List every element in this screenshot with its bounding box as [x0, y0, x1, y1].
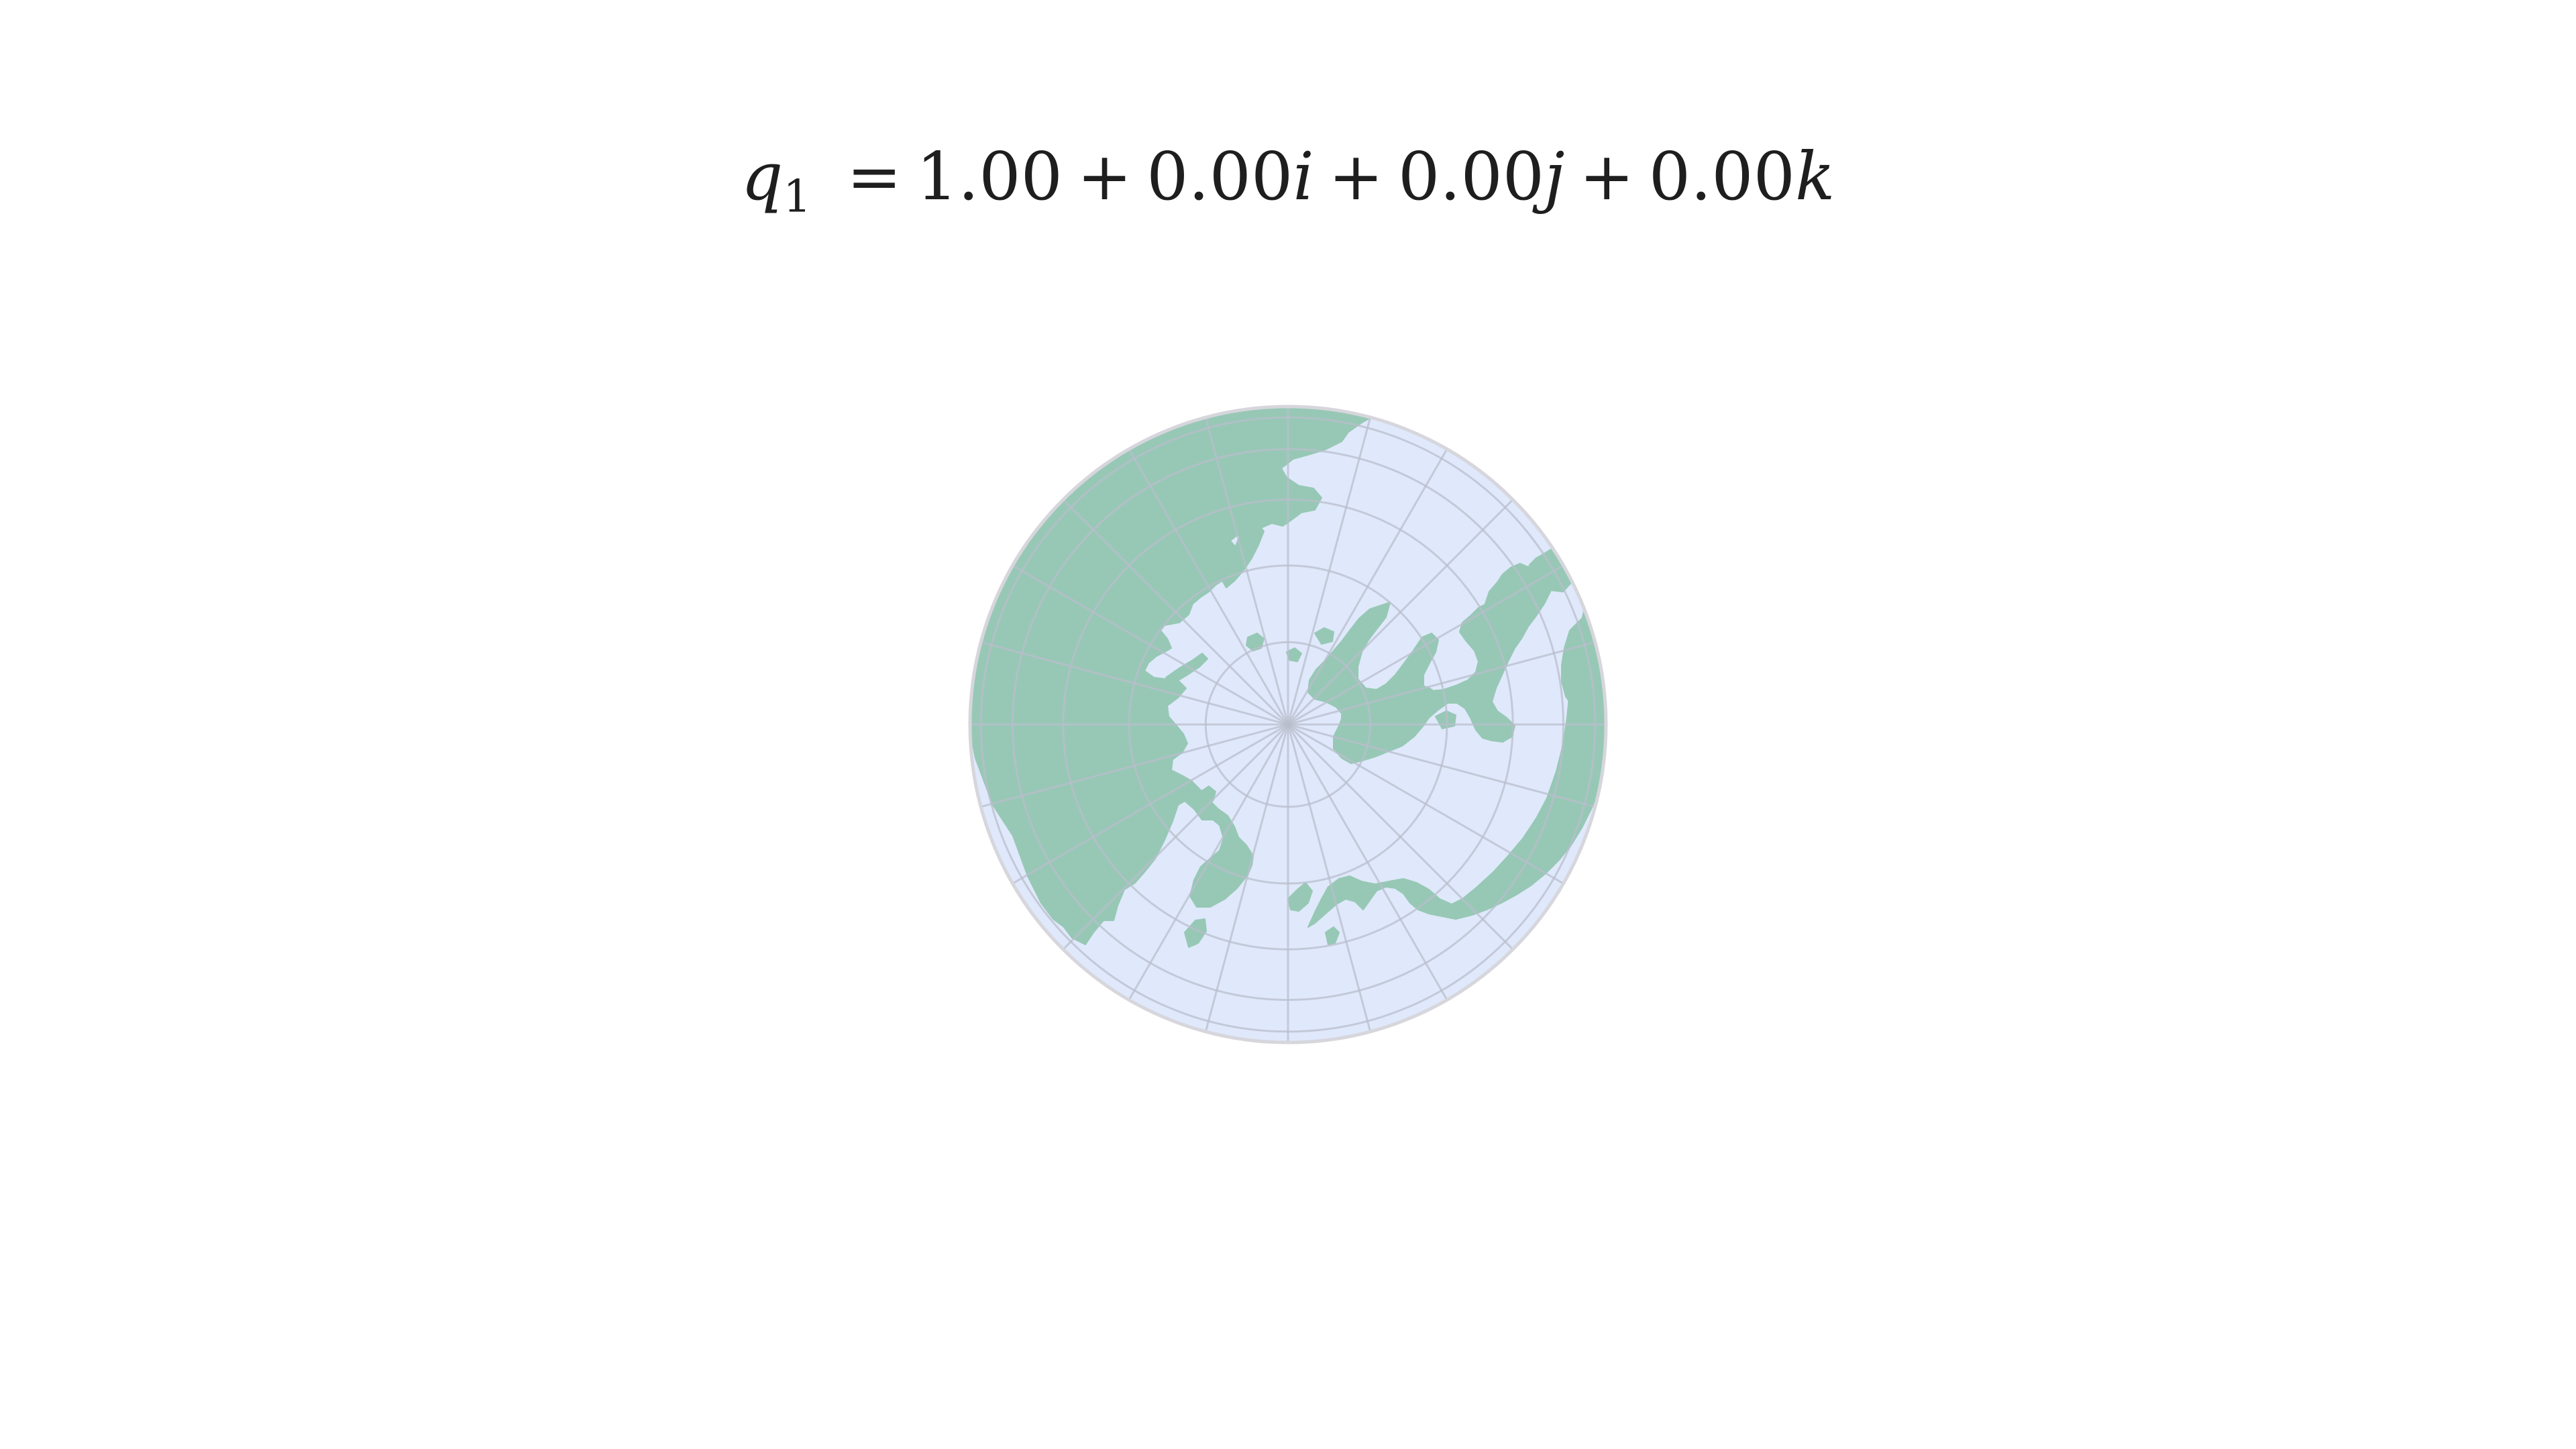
landmass-arctic-island-7 [1314, 627, 1334, 645]
term-op: + [1328, 139, 1384, 215]
term-value: 1.00 [916, 139, 1063, 215]
title-term-i: 0.00i [1146, 139, 1314, 215]
landmass-ireland [1059, 567, 1075, 583]
quaternion-title: q1 = 1.00 +0.00i +0.00j +0.00k [0, 144, 2576, 219]
globe-map [966, 402, 1610, 1046]
landmass-severnaya-zemlya [1200, 786, 1216, 803]
title-subscript: 1 [783, 170, 812, 223]
globe-outline [968, 405, 1608, 1044]
landmass-arctic-island-2 [1372, 700, 1397, 720]
term-unit: i [1293, 139, 1314, 215]
graticule [970, 407, 1606, 1042]
term-value: 0.00 [1146, 139, 1293, 215]
title-variable: q [741, 139, 784, 215]
landmass-eurasia [970, 407, 1381, 945]
term-unit: j [1544, 139, 1565, 215]
landmass-british-isles [1071, 540, 1105, 572]
landmass-chukotka [1287, 882, 1313, 912]
title-term-j: 0.00j [1398, 139, 1565, 215]
term-op: + [1579, 139, 1635, 215]
term-op: + [1077, 139, 1132, 215]
landmass-aleutian [1325, 926, 1340, 945]
title-equals: = [847, 139, 902, 215]
term-value: 0.00 [1648, 139, 1795, 215]
globe-svg [968, 405, 1608, 1044]
landmass-canada-us [1307, 529, 1606, 928]
term-value: 0.00 [1397, 139, 1545, 215]
landmass-arctic-island-8 [1472, 690, 1491, 708]
graticule-meridian [980, 641, 1596, 808]
title-term-k: 0.00k [1649, 139, 1835, 215]
term-unit: k [1794, 139, 1835, 215]
landmass-arctic-island-4 [1395, 721, 1415, 740]
title-term-w: 1.00 [916, 139, 1063, 215]
landmass-kamchatka [1184, 918, 1207, 948]
